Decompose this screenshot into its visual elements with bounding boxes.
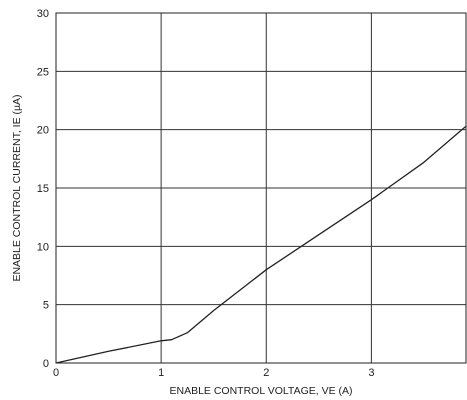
y-tick-label: 25 (37, 66, 49, 78)
y-tick-label: 30 (37, 8, 49, 20)
plot-frame (55, 12, 467, 364)
y-tick-label: 5 (43, 300, 49, 312)
y-tick-label: 10 (37, 241, 49, 253)
y-gridlines (56, 70, 466, 306)
y-axis-title: ENABLE CONTROL CURRENT, IE (µA) (11, 94, 23, 281)
y-tick-label: 0 (43, 358, 49, 370)
x-tick-label: 2 (263, 367, 269, 379)
series-line (55, 125, 467, 364)
x-tick-label: 0 (53, 367, 59, 379)
x-axis-title: ENABLE CONTROL VOLTAGE, VE (A) (169, 385, 352, 397)
y-tick-label: 20 (37, 125, 49, 137)
y-tick-label: 15 (37, 183, 49, 195)
x-tick-label: 3 (368, 367, 374, 379)
x-tick-label: 1 (158, 367, 164, 379)
series-layer (55, 125, 467, 364)
y-tick-labels: 0 5 10 15 20 25 30 (37, 8, 49, 370)
x-tick-labels: 0 1 2 3 (53, 367, 375, 379)
